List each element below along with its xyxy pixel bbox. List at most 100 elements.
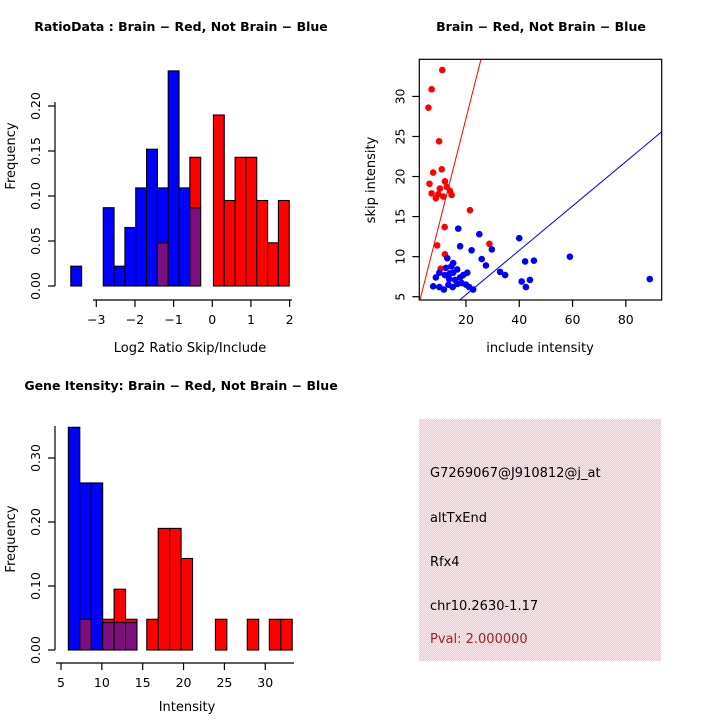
hist-bar-red bbox=[268, 618, 282, 651]
hist-bar-blue bbox=[167, 70, 180, 287]
y-tick-label: 0.00 bbox=[28, 636, 43, 664]
gene-symbol-text: Rfx4 bbox=[430, 555, 460, 570]
scatter-point-blue bbox=[456, 242, 464, 250]
plot-box bbox=[418, 58, 663, 301]
x-tick-label: 20 bbox=[176, 675, 192, 690]
scatter-point-blue bbox=[522, 283, 530, 291]
splice-type-text: altTxEnd bbox=[430, 511, 488, 526]
scatter-point-red bbox=[425, 104, 432, 111]
scatter-point-blue bbox=[496, 268, 504, 276]
hist-bar-red bbox=[277, 199, 290, 287]
hist-bar-blue bbox=[90, 482, 104, 651]
scatter-point-blue bbox=[468, 246, 475, 254]
x-axis-label: Log2 Ratio Skip/Include bbox=[114, 341, 266, 356]
hist-bar-red bbox=[245, 156, 258, 287]
hist-bar-blue bbox=[178, 187, 191, 287]
y-tick-label: 10 bbox=[392, 249, 407, 265]
scatter-point-blue bbox=[521, 258, 529, 265]
scatter-point-red bbox=[448, 191, 455, 199]
y-axis-label: skip intensity bbox=[364, 136, 379, 223]
hist-bar-red bbox=[256, 199, 269, 287]
y-tick-label: 0.30 bbox=[28, 444, 43, 472]
scatter-point-blue bbox=[449, 269, 457, 276]
locus-text: chr10.2630-1.17 bbox=[430, 599, 539, 614]
hist-bar-red bbox=[223, 199, 236, 287]
hist-bar-purple bbox=[156, 242, 169, 287]
scatter-point-red bbox=[428, 85, 435, 93]
scatter-point-blue bbox=[478, 255, 485, 263]
x-tick-label: 60 bbox=[565, 312, 581, 327]
x-tick-label: 15 bbox=[135, 675, 151, 690]
x-tick-label: 2 bbox=[286, 312, 294, 327]
y-tick-label: 0.10 bbox=[28, 572, 43, 600]
hist-bar-red bbox=[212, 114, 225, 287]
blue-fit-line bbox=[459, 131, 662, 300]
scatter-point-blue bbox=[464, 269, 471, 276]
hist-bar-purple bbox=[79, 618, 92, 651]
scatter-point-red bbox=[433, 242, 441, 249]
scatter-point-blue bbox=[432, 274, 440, 281]
hist-bar-blue bbox=[70, 265, 83, 287]
hist-bar-blue bbox=[79, 482, 92, 620]
x-tick-label: 80 bbox=[618, 312, 634, 327]
y-tick-label: 25 bbox=[392, 129, 407, 145]
x-tick-label: 40 bbox=[511, 312, 527, 327]
scatter-point-blue bbox=[518, 278, 525, 285]
hist-bar-purple bbox=[124, 621, 138, 651]
hist-bar-purple bbox=[102, 621, 115, 651]
x-tick-label: 5 bbox=[57, 675, 65, 690]
x-tick-label: 0 bbox=[208, 312, 216, 327]
scatter-point-blue bbox=[436, 269, 443, 276]
hist-bar-red bbox=[124, 618, 138, 624]
hist-bar-blue bbox=[124, 226, 137, 287]
y-tick-label: 0.10 bbox=[28, 182, 43, 210]
scatter-point-blue bbox=[501, 271, 509, 279]
scatter-point-red bbox=[438, 66, 446, 74]
scatter-point-blue bbox=[442, 264, 450, 272]
y-tick-label: 20 bbox=[392, 169, 407, 185]
y-tick-label: 0.20 bbox=[28, 92, 43, 120]
hist-bar-red bbox=[280, 618, 293, 651]
hist-bar-red bbox=[214, 618, 228, 651]
hist-bar-red bbox=[189, 156, 202, 209]
x-tick-label: 1 bbox=[247, 312, 255, 327]
x-tick-label: −2 bbox=[126, 312, 144, 327]
hist-bar-blue bbox=[156, 187, 169, 244]
chart-title: Brain − Red, Not Brain − Blue bbox=[436, 19, 646, 34]
scatter-point-blue bbox=[530, 257, 538, 264]
chart-title: RatioData : Brain − Red, Not Brain − Blu… bbox=[34, 19, 328, 34]
scatter-point-red bbox=[486, 240, 493, 248]
scatter-point-blue bbox=[454, 225, 462, 232]
scatter-point-blue bbox=[476, 230, 483, 238]
scatter-point-red bbox=[426, 180, 433, 188]
x-tick-label: 10 bbox=[94, 675, 110, 690]
hist-bar-blue bbox=[146, 148, 158, 287]
y-tick-label: 5 bbox=[392, 293, 407, 301]
hist-bar-red bbox=[234, 156, 247, 287]
y-tick-label: 0.00 bbox=[28, 272, 43, 300]
scatter-point-red bbox=[432, 194, 440, 202]
gene-intensity-histogram-panel: 0.00 0.10 0.20 0.30 5 10 15 20 25 30 Frequency Inte… bbox=[4, 378, 338, 715]
scatter-point-blue bbox=[448, 262, 455, 270]
hist-bar-red bbox=[267, 242, 279, 287]
hist-bar-blue bbox=[67, 426, 81, 651]
scatter-point-blue bbox=[566, 253, 574, 260]
hist-bar-purple bbox=[113, 621, 127, 651]
intensity-scatter-panel: 20 40 60 80 5 10 15 20 25 30 skip intensity include… bbox=[364, 19, 663, 356]
hist-bar-blue bbox=[135, 187, 148, 287]
scatter-point-red bbox=[438, 166, 446, 173]
x-tick-label: 30 bbox=[257, 675, 273, 690]
probe-id-text: G7269067@J910812@j_at bbox=[430, 466, 601, 481]
x-tick-label: 20 bbox=[458, 312, 474, 327]
scatter-point-blue bbox=[440, 286, 448, 293]
x-tick-label: −3 bbox=[87, 312, 105, 327]
scatter-point-blue bbox=[445, 275, 453, 283]
y-tick-label: 0.15 bbox=[28, 137, 43, 165]
red-fit-line bbox=[419, 59, 482, 300]
y-tick-label: 30 bbox=[392, 88, 407, 104]
hist-bar-red bbox=[157, 527, 171, 651]
scatter-point-blue bbox=[646, 275, 654, 283]
x-tick-label: −1 bbox=[164, 312, 182, 327]
x-tick-label: 25 bbox=[216, 675, 232, 690]
scatter-point-red bbox=[441, 223, 448, 231]
